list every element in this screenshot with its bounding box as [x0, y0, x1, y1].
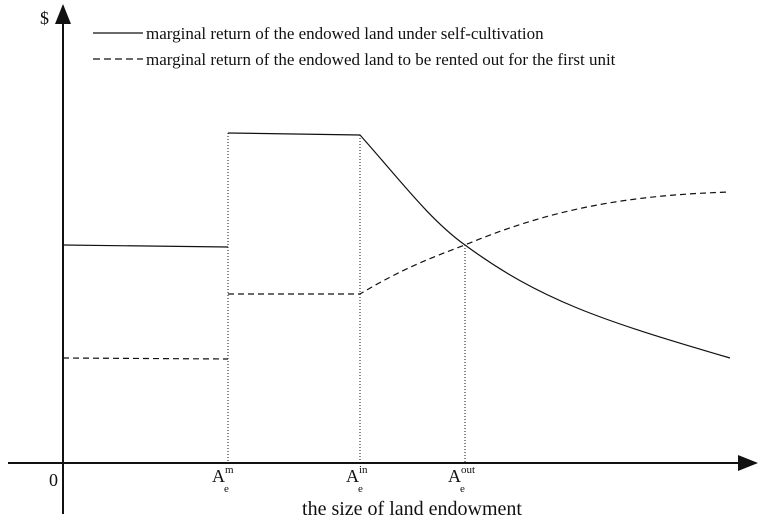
x-marker: Aout: [448, 464, 475, 486]
x-marker: Am: [212, 464, 234, 486]
legend: marginal return of the endowed land unde…: [93, 24, 616, 69]
solid-curve: [227, 132, 731, 359]
x-axis-label: the size of land endowment: [302, 498, 522, 520]
marker-symbol: A: [346, 466, 359, 486]
marker-subscript: e: [224, 483, 229, 495]
solid-curve: [62, 244, 229, 248]
legend-label: marginal return of the endowed land to b…: [146, 50, 616, 69]
dashed-curve: [228, 191, 731, 295]
origin-label: 0: [49, 470, 58, 490]
marker-symbol: A: [448, 466, 461, 486]
dashed-curve: [62, 357, 229, 360]
y-axis-label: $: [40, 8, 49, 28]
marker-symbol: A: [212, 466, 225, 486]
marker-superscript: m: [225, 464, 234, 476]
legend-label: marginal return of the endowed land unde…: [146, 24, 544, 43]
marker-superscript: out: [461, 464, 475, 476]
marker-subscript: e: [460, 483, 465, 495]
marker-subscript: e: [358, 483, 363, 495]
x-marker: Ain: [346, 464, 368, 486]
marker-superscript: in: [359, 464, 368, 476]
